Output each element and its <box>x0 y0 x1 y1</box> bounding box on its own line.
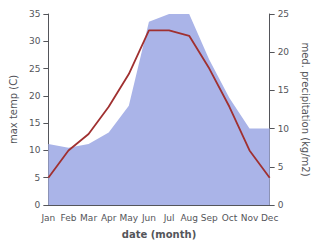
svg-text:10: 10 <box>29 145 41 155</box>
svg-text:Dec: Dec <box>261 213 278 223</box>
svg-text:Apr: Apr <box>101 213 117 223</box>
svg-text:0: 0 <box>35 200 41 210</box>
svg-text:med. precipitation (kg/m2): med. precipitation (kg/m2) <box>300 42 311 176</box>
svg-text:max temp (C): max temp (C) <box>8 75 19 144</box>
svg-text:date (month): date (month) <box>122 229 196 240</box>
svg-text:Mar: Mar <box>80 213 97 223</box>
svg-text:25: 25 <box>29 64 40 74</box>
svg-text:15: 15 <box>29 118 40 128</box>
svg-text:35: 35 <box>29 9 40 19</box>
svg-text:Jul: Jul <box>163 213 175 223</box>
svg-text:Oct: Oct <box>222 213 238 223</box>
svg-text:Nov: Nov <box>241 213 259 223</box>
svg-text:Jun: Jun <box>141 213 156 223</box>
svg-text:Jan: Jan <box>40 213 55 223</box>
svg-text:Aug: Aug <box>180 213 198 223</box>
svg-text:20: 20 <box>29 91 41 101</box>
svg-text:10: 10 <box>278 124 290 134</box>
svg-text:25: 25 <box>278 9 289 19</box>
svg-text:0: 0 <box>278 200 284 210</box>
svg-text:20: 20 <box>278 47 290 57</box>
svg-text:5: 5 <box>278 162 284 172</box>
svg-text:15: 15 <box>278 85 289 95</box>
svg-text:Sep: Sep <box>201 213 218 223</box>
svg-text:30: 30 <box>29 36 41 46</box>
svg-text:Feb: Feb <box>61 213 77 223</box>
svg-text:May: May <box>120 213 139 223</box>
svg-text:5: 5 <box>35 173 41 183</box>
